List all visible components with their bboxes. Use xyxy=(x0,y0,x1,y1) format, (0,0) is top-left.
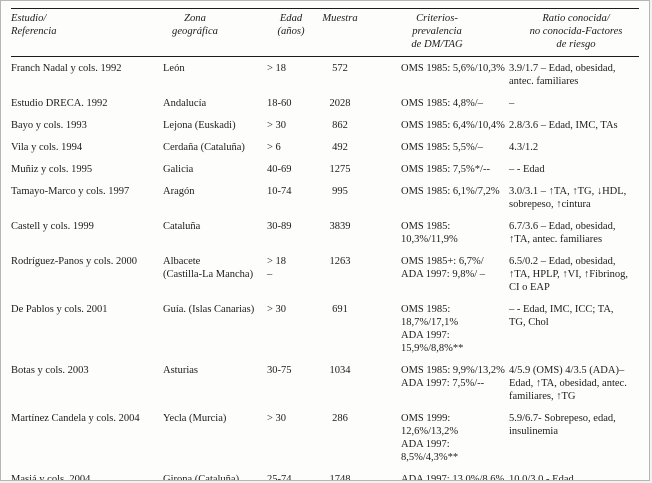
cell-ratio: 4/5.9 (OMS) 4/3.5 (ADA)– Edad, ↑TA, obes… xyxy=(509,364,627,402)
cell-criterios: OMS 1985+: 6,7%/ ADA 1997: 9,8%/ – xyxy=(401,255,485,280)
cell-zona: Aragón xyxy=(163,185,195,197)
table-row: Bayo y cols. 1993 Lejona (Euskadi) > 30 … xyxy=(11,114,639,136)
cell-edad: 10-74 xyxy=(267,185,292,197)
cell-zona: Girona (Cataluña) xyxy=(163,473,240,481)
cell-criterios: OMS 1999: 12,6%/13,2% ADA 1997: 8,5%/4,3… xyxy=(401,412,459,463)
table-row: Martínez Candela y cols. 2004 Yecla (Mur… xyxy=(11,407,639,468)
table-row: Estudio DRECA. 1992 Andalucía 18-60 2028… xyxy=(11,92,639,114)
cell-estudio: Rodríguez-Panos y cols. 2000 xyxy=(11,255,137,267)
cell-muestra: 1034 xyxy=(329,364,351,376)
header-cell-muestra: Muestra xyxy=(322,13,358,24)
header-cell-zona: Zona geográfica xyxy=(172,13,218,37)
cell-criterios: OMS 1985: 4,8%/– xyxy=(401,97,483,109)
cell-edad: 25-74 xyxy=(267,473,292,481)
cell-criterios: OMS 1985: 18,7%/17,1% ADA 1997: 15,9%/8,… xyxy=(401,303,464,354)
cell-zona: Guía. (Islas Canarias) xyxy=(163,303,255,315)
cell-estudio: De Pablos y cols. 2001 xyxy=(11,303,108,315)
cell-edad: 30-89 xyxy=(267,220,292,232)
table-body: Franch Nadal y cols. 1992 León > 18 572 … xyxy=(11,57,639,481)
cell-ratio: 2.8/3.6 – Edad, IMC, TAs xyxy=(509,119,618,131)
cell-estudio: Masiá y cols. 2004 xyxy=(11,473,91,481)
cell-criterios: OMS 1985: 10,3%/11,9% xyxy=(401,220,458,245)
cell-muestra: 1263 xyxy=(329,255,351,267)
cell-ratio: 6.7/3.6 – Edad, obesidad, ↑TA, antec. fa… xyxy=(509,220,616,245)
cell-criterios: OMS 1985: 5,5%/– xyxy=(401,141,483,153)
cell-edad: 30-75 xyxy=(267,364,292,376)
header-cell-ratio: Ratio conocida/ no conocida-Factores de … xyxy=(529,13,623,50)
header-cell-edad: Edad (años) xyxy=(277,13,305,37)
cell-zona: Andalucía xyxy=(163,97,207,109)
cell-muestra: 1275 xyxy=(329,163,351,175)
cell-criterios: OMS 1985: 6,1%/7,2% xyxy=(401,185,500,197)
cell-ratio: 6.5/0.2 – Edad, obesidad, ↑TA, HPLP, ↑VI… xyxy=(509,255,629,293)
cell-estudio: Muñiz y cols. 1995 xyxy=(11,163,93,175)
cell-zona: León xyxy=(163,62,185,74)
cell-edad: > 18 – xyxy=(267,255,287,280)
cell-estudio: Castell y cols. 1999 xyxy=(11,220,94,232)
cell-ratio: – - Edad, IMC, ICC; TA, TG, Chol xyxy=(509,303,614,328)
cell-zona: Galicia xyxy=(163,163,194,175)
table-row: Tamayo-Marco y cols. 1997 Aragón 10-74 9… xyxy=(11,180,639,215)
table-row: Castell y cols. 1999 Cataluña 30-89 3839… xyxy=(11,215,639,250)
cell-muestra: 995 xyxy=(332,185,348,197)
cell-ratio: 3.0/3.1 – ↑TA, ↑TG, ↓HDL, sobrepeso, ↑ci… xyxy=(509,185,627,210)
cell-ratio: 10.0/3.0 - Edad xyxy=(509,473,574,481)
table-row: Vila y cols. 1994 Cerdaña (Cataluña) > 6… xyxy=(11,136,639,158)
cell-zona: Lejona (Euskadi) xyxy=(163,119,236,131)
table-row: Franch Nadal y cols. 1992 León > 18 572 … xyxy=(11,57,639,92)
cell-muestra: 691 xyxy=(332,303,348,315)
cell-zona: Cerdaña (Cataluña) xyxy=(163,141,245,153)
cell-zona: Asturias xyxy=(163,364,198,376)
cell-criterios: OMS 1985: 9,9%/13,2% ADA 1997: 7,5%/-- xyxy=(401,364,505,389)
cell-estudio: Estudio DRECA. 1992 xyxy=(11,97,108,109)
cell-muestra: 2028 xyxy=(329,97,351,109)
header-cell-criterios: Criterios- prevalencia de DM/TAG xyxy=(411,13,463,50)
cell-edad: 18-60 xyxy=(267,97,292,109)
cell-muestra: 492 xyxy=(332,141,348,153)
cell-edad: > 30 xyxy=(267,119,287,131)
cell-edad: > 18 xyxy=(267,62,287,74)
cell-ratio: 4.3/1.2 xyxy=(509,141,539,153)
table-header-row: Estudio/ Referencia Zona geográfica Edad… xyxy=(11,9,639,56)
header-divider-rule xyxy=(11,56,639,57)
table-row: Muñiz y cols. 1995 Galicia 40-69 1275 OM… xyxy=(11,158,639,180)
cell-criterios: OMS 1985: 5,6%/10,3% xyxy=(401,62,505,74)
table-row: De Pablos y cols. 2001 Guía. (Islas Cana… xyxy=(11,298,639,359)
cell-muestra: 1748 xyxy=(329,473,351,481)
cell-zona: Albacete (Castilla-La Mancha) xyxy=(163,255,254,280)
table-top-rule xyxy=(11,8,639,9)
cell-ratio: 5.9/6.7- Sobrepeso, edad, insulinemia xyxy=(509,412,616,437)
cell-estudio: Franch Nadal y cols. 1992 xyxy=(11,62,122,74)
cell-ratio: – - Edad xyxy=(509,163,545,175)
cell-zona: Cataluña xyxy=(163,220,201,232)
header-cell-estudio: Estudio/ Referencia xyxy=(11,13,57,37)
cell-muestra: 572 xyxy=(332,62,348,74)
cell-criterios: OMS 1985: 7,5%*/-- xyxy=(401,163,490,175)
cell-edad: 40-69 xyxy=(267,163,292,175)
cell-estudio: Vila y cols. 1994 xyxy=(11,141,83,153)
cell-edad: > 30 xyxy=(267,303,287,315)
cell-muestra: 3839 xyxy=(329,220,351,232)
cell-estudio: Tamayo-Marco y cols. 1997 xyxy=(11,185,130,197)
cell-muestra: 862 xyxy=(332,119,348,131)
cell-criterios: ADA 1997: 13,0%/8,6% xyxy=(401,473,505,481)
table-row: Rodríguez-Panos y cols. 2000 Albacete (C… xyxy=(11,250,639,298)
cell-zona: Yecla (Murcia) xyxy=(163,412,227,424)
cell-estudio: Botas y cols. 2003 xyxy=(11,364,89,376)
table-row: Masiá y cols. 2004 Girona (Cataluña) 25-… xyxy=(11,468,639,481)
cell-criterios: OMS 1985: 6,4%/10,4% xyxy=(401,119,505,131)
cell-ratio: 3.9/1.7 – Edad, obesidad, antec. familia… xyxy=(509,62,616,87)
cell-estudio: Martínez Candela y cols. 2004 xyxy=(11,412,140,424)
cell-edad: > 6 xyxy=(267,141,281,153)
table-row: Botas y cols. 2003 Asturias 30-75 1034 O… xyxy=(11,359,639,407)
cell-estudio: Bayo y cols. 1993 xyxy=(11,119,87,131)
cell-muestra: 286 xyxy=(332,412,348,424)
cell-edad: > 30 xyxy=(267,412,287,424)
cell-ratio: – xyxy=(509,97,515,109)
